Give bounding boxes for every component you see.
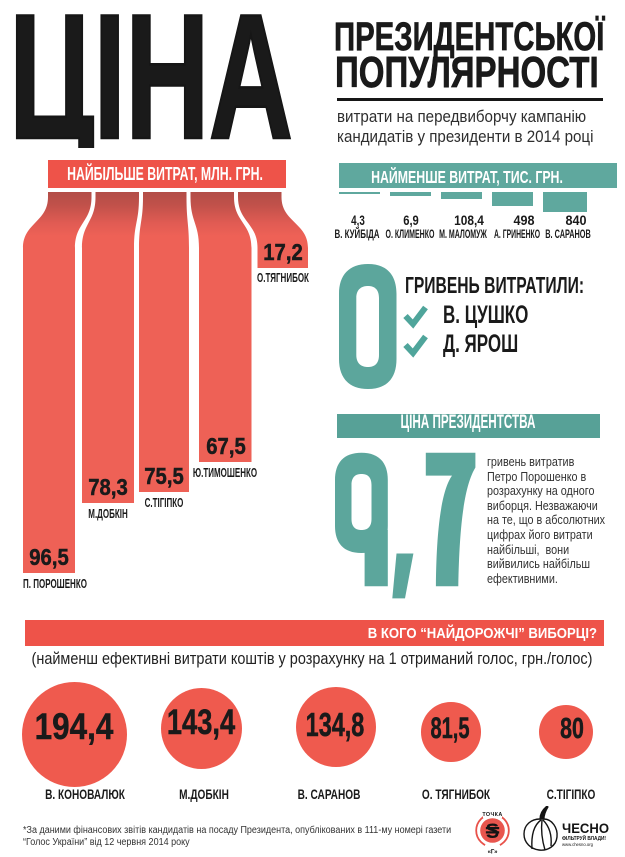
svg-text:ФІЛЬТРУЙ ВЛАДИ!: ФІЛЬТРУЙ ВЛАДИ! [562,834,606,842]
svg-text:www.chesno.org: www.chesno.org [562,842,593,847]
svg-text:ЧЕСНО: ЧЕСНО [562,820,609,836]
svg-text:«Г»: «Г» [488,850,499,856]
svg-text:ТОЧКА: ТОЧКА [482,812,502,818]
svg-text:₴: ₴ [485,820,499,843]
